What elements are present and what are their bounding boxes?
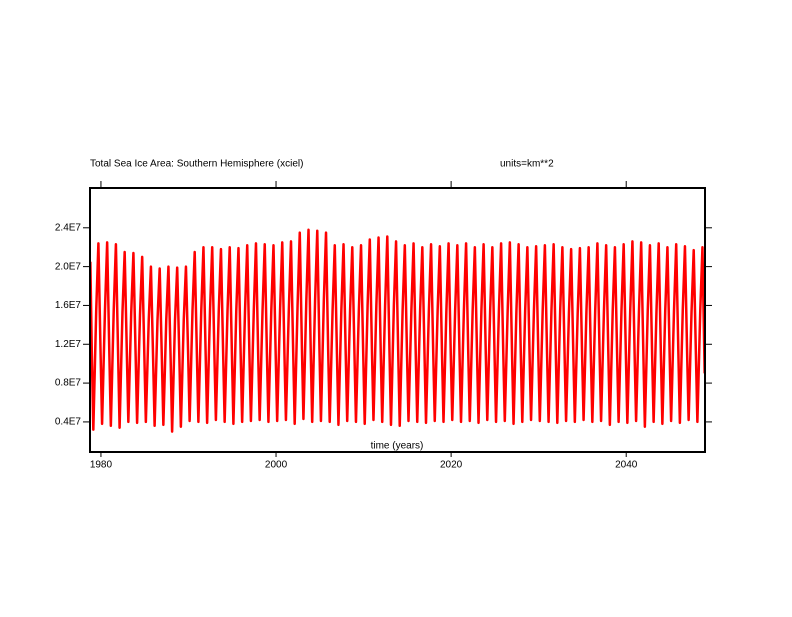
data-line — [90, 228, 705, 433]
units-label: units=km**2 — [500, 159, 554, 170]
y-tick-label: 1.2E7 — [55, 339, 82, 350]
chart-title: Total Sea Ice Area: Southern Hemisphere … — [90, 159, 303, 170]
x-axis-label: time (years) — [371, 441, 424, 452]
plot-frame — [89, 187, 706, 453]
x-tick-label: 2020 — [440, 460, 463, 471]
x-tick-label: 2000 — [265, 460, 288, 471]
x-tick-label: 1980 — [90, 460, 113, 471]
y-tick-label: 0.4E7 — [55, 417, 82, 428]
y-tick-label: 2.4E7 — [55, 222, 82, 233]
series-layer — [90, 228, 705, 433]
y-tick-label: 0.8E7 — [55, 378, 82, 389]
y-tick-label: 1.6E7 — [55, 300, 82, 311]
x-tick-label: 2040 — [615, 460, 638, 471]
y-tick-label: 2.0E7 — [55, 261, 82, 272]
